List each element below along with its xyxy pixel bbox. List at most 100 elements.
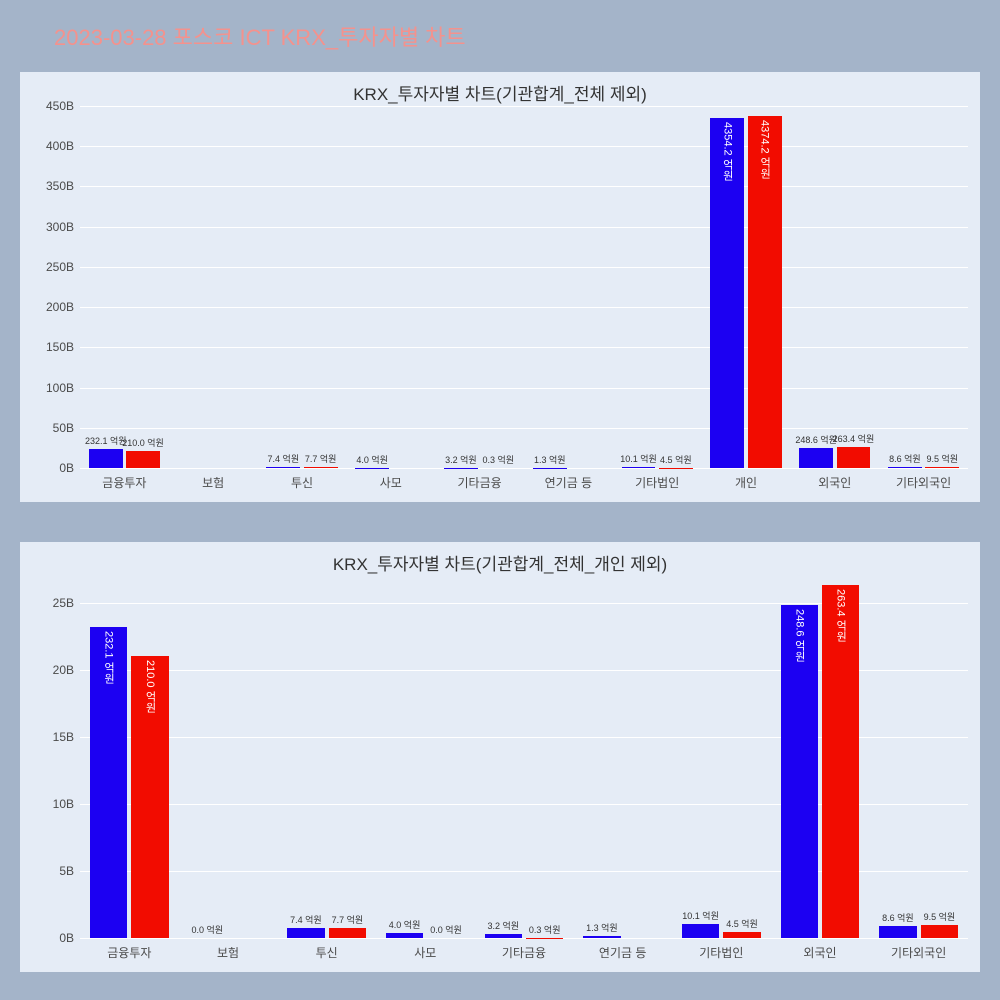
bar-label: 8.6 억원 bbox=[889, 452, 921, 465]
bar-label: 0.3 억원 bbox=[482, 453, 514, 466]
x-axis-label: 기타법인 bbox=[635, 474, 679, 491]
page-title: 2023-03-28 포스코 ICT KRX_투자자별 차트 bbox=[0, 0, 1000, 52]
x-axis-label: 기타법인 bbox=[699, 944, 743, 961]
chart-2-title: KRX_투자자별 차트(기관합계_전체_개인 제외) bbox=[20, 542, 980, 575]
category-group: 연기금 등1.3 억원 bbox=[573, 576, 672, 938]
chart-2-plot: 0B5B10B15B20B25B금융투자232.1 억원210.0 억원보험0.… bbox=[80, 576, 968, 938]
x-axis-label: 보험 bbox=[217, 944, 239, 961]
category-group: 투신7.4 억원7.7 억원 bbox=[258, 106, 347, 468]
bar: 1.3 억원 bbox=[583, 936, 620, 938]
bar: 7.4 억원 bbox=[287, 928, 324, 938]
bar-label: 4354.2 억원 bbox=[719, 122, 735, 181]
gridline bbox=[80, 938, 968, 939]
category-group: 외국인248.6 억원263.4 억원 bbox=[790, 106, 879, 468]
x-axis-label: 투신 bbox=[291, 474, 313, 491]
x-axis-label: 사모 bbox=[414, 944, 436, 961]
bar-label: 4.5 억원 bbox=[660, 453, 692, 466]
x-axis-label: 금융투자 bbox=[102, 474, 146, 491]
bar-label: 7.4 억원 bbox=[290, 913, 322, 926]
y-axis-label: 15B bbox=[53, 730, 74, 744]
bar-label: 0.3 억원 bbox=[529, 923, 561, 936]
bar-label: 263.4 억원 bbox=[833, 432, 875, 445]
bar-label: 7.7 억원 bbox=[305, 452, 337, 465]
bar: 232.1 억원 bbox=[90, 627, 127, 938]
gridline bbox=[80, 468, 968, 469]
bar-label: 1.3 억원 bbox=[586, 921, 618, 934]
category-group: 금융투자232.1 억원210.0 억원 bbox=[80, 106, 169, 468]
category-group: 사모4.0 억원0.0 억원 bbox=[376, 576, 475, 938]
category-group: 금융투자232.1 억원210.0 억원 bbox=[80, 576, 179, 938]
x-axis-label: 기타외국인 bbox=[891, 944, 946, 961]
bar-label: 3.2 억원 bbox=[487, 919, 519, 932]
bar-label: 7.7 억원 bbox=[332, 913, 364, 926]
category-group: 기타법인10.1 억원4.5 억원 bbox=[613, 106, 702, 468]
x-axis-label: 연기금 등 bbox=[545, 474, 593, 491]
y-axis-label: 250B bbox=[46, 260, 74, 274]
category-group: 연기금 등1.3 억원 bbox=[524, 106, 613, 468]
y-axis-label: 200B bbox=[46, 300, 74, 314]
bar-label: 232.1 억원 bbox=[85, 434, 127, 447]
bar-label: 210.0 억원 bbox=[122, 436, 164, 449]
bar: 9.5 억원 bbox=[921, 925, 958, 938]
category-group: 보험0.0 억원 bbox=[179, 576, 278, 938]
x-axis-label: 외국인 bbox=[818, 474, 851, 491]
x-axis-label: 보험 bbox=[202, 474, 224, 491]
x-axis-label: 기타외국인 bbox=[896, 474, 951, 491]
chart-1-plot: 0B50B100B150B200B250B300B350B400B450B금융투… bbox=[80, 106, 968, 468]
bar: 4.5 억원 bbox=[723, 932, 760, 938]
y-axis-label: 0B bbox=[59, 931, 74, 945]
bar-label: 0.0 억원 bbox=[430, 923, 462, 936]
bar-label: 0.0 억원 bbox=[191, 923, 223, 936]
bar: 10.1 억원 bbox=[622, 467, 656, 468]
category-group: 개인4354.2 억원4374.2 억원 bbox=[702, 106, 791, 468]
y-axis-label: 10B bbox=[53, 797, 74, 811]
category-group: 투신7.4 억원7.7 억원 bbox=[277, 576, 376, 938]
category-group: 기타외국인8.6 억원9.5 억원 bbox=[879, 106, 968, 468]
bar: 4354.2 억원 bbox=[710, 118, 744, 468]
bar: 8.6 억원 bbox=[888, 467, 922, 468]
x-axis-label: 기타금융 bbox=[502, 944, 546, 961]
bar-label: 8.6 억원 bbox=[882, 911, 914, 924]
y-axis-label: 50B bbox=[53, 421, 74, 435]
x-axis-label: 개인 bbox=[735, 474, 757, 491]
bar-label: 7.4 억원 bbox=[268, 452, 300, 465]
bar-label: 9.5 억원 bbox=[924, 910, 956, 923]
bar: 248.6 억원 bbox=[781, 605, 818, 938]
bar-label: 232.1 억원 bbox=[101, 631, 117, 684]
y-axis-label: 100B bbox=[46, 381, 74, 395]
x-axis-label: 기타금융 bbox=[457, 474, 501, 491]
category-group: 기타법인10.1 억원4.5 억원 bbox=[672, 576, 771, 938]
bar-label: 10.1 억원 bbox=[620, 452, 657, 465]
y-axis-label: 350B bbox=[46, 179, 74, 193]
bar: 210.0 억원 bbox=[131, 656, 168, 938]
category-group: 사모4.0 억원 bbox=[346, 106, 435, 468]
y-axis-label: 20B bbox=[53, 663, 74, 677]
bar-label: 263.4 억원 bbox=[833, 589, 849, 642]
bar: 8.6 억원 bbox=[879, 926, 916, 938]
bar-label: 210.0 억원 bbox=[142, 660, 158, 713]
bar-label: 4.0 억원 bbox=[356, 453, 388, 466]
chart-1-title: KRX_투자자별 차트(기관합계_전체 제외) bbox=[20, 72, 980, 105]
chart-1: KRX_투자자별 차트(기관합계_전체 제외) 0B50B100B150B200… bbox=[20, 72, 980, 502]
bar: 210.0 억원 bbox=[126, 451, 160, 468]
x-axis-label: 투신 bbox=[316, 944, 338, 961]
y-axis-label: 400B bbox=[46, 139, 74, 153]
bar: 7.7 억원 bbox=[329, 928, 366, 938]
y-axis-label: 25B bbox=[53, 596, 74, 610]
x-axis-label: 외국인 bbox=[803, 944, 836, 961]
bar-label: 1.3 억원 bbox=[534, 453, 566, 466]
bar: 7.4 억원 bbox=[266, 467, 300, 468]
category-group: 보험 bbox=[169, 106, 258, 468]
chart-2: KRX_투자자별 차트(기관합계_전체_개인 제외) 0B 5B 10B 15B 20B… bbox=[20, 542, 980, 972]
bar-label: 4374.2 억원 bbox=[757, 120, 773, 179]
y-axis-label: 5B bbox=[59, 864, 74, 878]
x-axis-label: 금융투자 bbox=[107, 944, 151, 961]
bar: 263.4 억원 bbox=[822, 585, 859, 938]
bar: 10.1 억원 bbox=[682, 924, 719, 938]
bar-label: 10.1 억원 bbox=[682, 909, 719, 922]
y-axis-label: 150B bbox=[46, 340, 74, 354]
bar-label: 4.5 억원 bbox=[726, 917, 758, 930]
bar: 263.4 억원 bbox=[837, 447, 871, 468]
bar: 232.1 억원 bbox=[89, 449, 123, 468]
bar-label: 248.6 억원 bbox=[791, 609, 807, 662]
